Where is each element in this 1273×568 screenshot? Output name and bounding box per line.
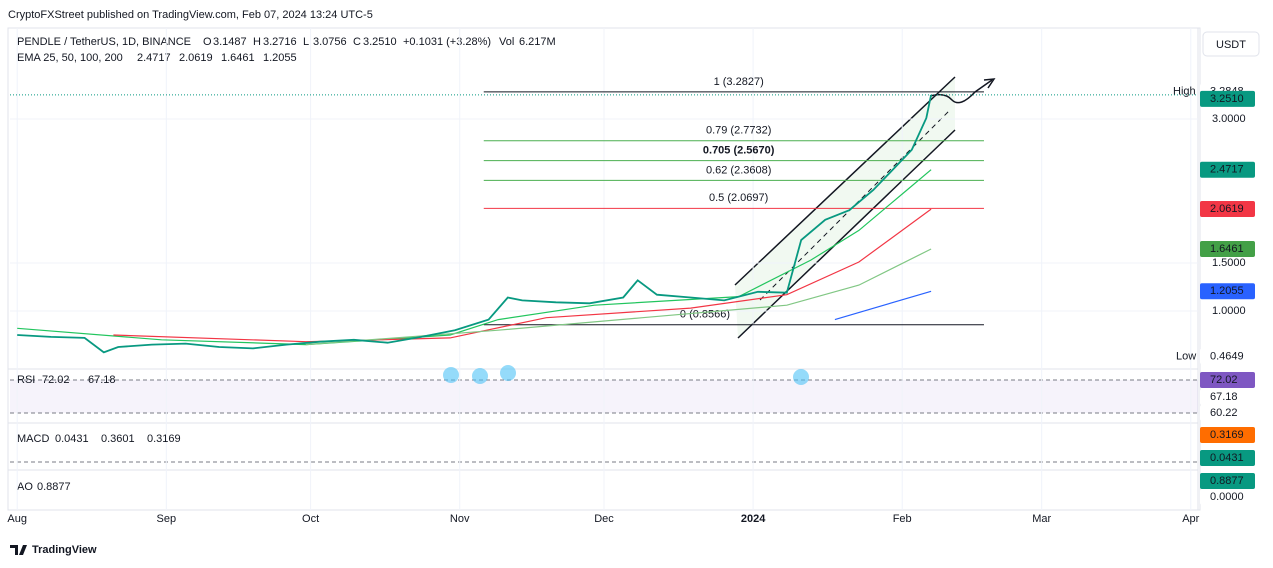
rsi-marker bbox=[472, 368, 488, 384]
ao-badge-text: 0.0000 bbox=[1210, 491, 1244, 503]
volume: 6.217M bbox=[519, 36, 556, 48]
ema-line bbox=[305, 248, 932, 346]
ema-line bbox=[17, 169, 932, 346]
x-tick-label: Oct bbox=[302, 513, 319, 525]
y-tick-label: 3.0000 bbox=[1212, 113, 1246, 125]
high-label: High bbox=[1173, 86, 1196, 98]
macd-badge bbox=[1200, 427, 1255, 443]
legend-line: PENDLE / TetherUS, 1D, BINANCE bbox=[17, 36, 191, 48]
ema-value: 1.6461 bbox=[221, 52, 255, 64]
ohlc-key: O bbox=[203, 36, 212, 48]
macd-label: MACD bbox=[17, 433, 49, 445]
volume-label: Vol bbox=[499, 36, 514, 48]
x-tick-label: Dec bbox=[594, 513, 614, 525]
x-tick-label: Aug bbox=[7, 513, 27, 525]
ao-badge-text: 0.8877 bbox=[1210, 475, 1244, 487]
ema-line bbox=[834, 290, 932, 321]
ema-badge-text: 1.6461 bbox=[1210, 243, 1244, 255]
rsi-badge-text: 72.02 bbox=[1210, 374, 1238, 386]
fib-label: 0.5 (2.0697) bbox=[709, 192, 768, 204]
macd-value: 0.3169 bbox=[147, 433, 181, 445]
low-label: Low bbox=[1176, 350, 1196, 362]
fib-label: 0.62 (2.3608) bbox=[706, 164, 771, 176]
ema-badge bbox=[1200, 201, 1255, 218]
macd-badge-text: 0.3169 bbox=[1210, 429, 1244, 441]
arrow-head bbox=[983, 78, 996, 89]
ohlc-value: 3.2510 bbox=[363, 36, 397, 48]
ema-badge bbox=[1200, 161, 1255, 178]
y-tick-label: 1.0000 bbox=[1212, 305, 1246, 317]
ema-badge-text: 2.0619 bbox=[1210, 203, 1244, 215]
rsi-badge-text: 60.22 bbox=[1210, 407, 1238, 419]
x-tick-label: 2024 bbox=[741, 513, 766, 525]
ohlc-value: 3.0756 bbox=[313, 36, 347, 48]
channel-fill bbox=[735, 77, 955, 338]
ema-badge-text: 1.2055 bbox=[1210, 285, 1244, 297]
ema-value: 2.4717 bbox=[137, 52, 171, 64]
last-badge-text: 3.2510 bbox=[1210, 93, 1244, 105]
rsi-marker bbox=[793, 369, 809, 385]
ema-value: 1.2055 bbox=[263, 52, 297, 64]
ao-badge bbox=[1200, 489, 1255, 505]
ao-label: AO bbox=[17, 481, 33, 493]
ao-badge bbox=[1200, 473, 1255, 489]
published-note: CryptoFXStreet published on TradingView.… bbox=[8, 9, 373, 21]
ohlc-key: H bbox=[253, 36, 261, 48]
symbol: PENDLE / TetherUS, 1D, BINANCE bbox=[17, 36, 191, 48]
low-badge-text: 0.4649 bbox=[1210, 350, 1244, 362]
rsi-badge-text: 67.18 bbox=[1210, 391, 1238, 403]
macd-value: 0.3601 bbox=[101, 433, 135, 445]
rsi-badge bbox=[1200, 389, 1255, 405]
rsi-badge bbox=[1200, 372, 1255, 388]
x-tick-label: Feb bbox=[893, 513, 912, 525]
projection-arrow bbox=[929, 79, 993, 104]
footer-brand: TradingView bbox=[32, 544, 97, 556]
ao-value: 0.8877 bbox=[37, 481, 71, 493]
low-badge bbox=[1200, 348, 1255, 365]
ohlc-key: L bbox=[303, 36, 309, 48]
price-line bbox=[17, 94, 932, 354]
ema-label: EMA 25, 50, 100, 200 bbox=[17, 52, 123, 64]
currency-label: USDT bbox=[1216, 39, 1246, 51]
ohlc-key: C bbox=[353, 36, 361, 48]
x-tick-label: Mar bbox=[1032, 513, 1051, 525]
macd-badge-text: 0.0431 bbox=[1210, 452, 1244, 464]
rsi-value: 72.02 bbox=[42, 374, 70, 386]
ohlc-value: 3.2716 bbox=[263, 36, 297, 48]
currency-button[interactable] bbox=[1202, 31, 1260, 57]
fib-label: 0.705 (2.5670) bbox=[703, 144, 775, 156]
fib-label: 0.79 (2.7732) bbox=[706, 125, 771, 137]
macd-value: 0.0431 bbox=[55, 433, 89, 445]
x-tick-label: Sep bbox=[157, 513, 177, 525]
fib-label: 1 (3.2827) bbox=[714, 76, 764, 88]
channel-upper bbox=[734, 76, 956, 286]
last-badge bbox=[1200, 90, 1255, 107]
ohlc-value: 3.1487 bbox=[213, 36, 247, 48]
rsi-marker bbox=[443, 367, 459, 383]
rsi-badge bbox=[1200, 405, 1255, 421]
channel-lower bbox=[737, 129, 956, 339]
rsi-label: RSI bbox=[17, 374, 35, 386]
y-tick-label: 1.5000 bbox=[1212, 257, 1246, 269]
change: +0.1031 (+3.28%) bbox=[403, 36, 491, 48]
rsi-marker bbox=[500, 365, 516, 381]
x-tick-label: Nov bbox=[450, 513, 470, 525]
rsi-value: 67.18 bbox=[88, 374, 116, 386]
x-tick-label: Apr bbox=[1182, 513, 1199, 525]
ema-badge bbox=[1200, 283, 1255, 300]
ema-badge bbox=[1200, 240, 1255, 257]
ema-badge-text: 2.4717 bbox=[1210, 164, 1244, 176]
macd-badge bbox=[1200, 450, 1255, 466]
footer-logo bbox=[10, 545, 27, 555]
ema-value: 2.0619 bbox=[179, 52, 213, 64]
